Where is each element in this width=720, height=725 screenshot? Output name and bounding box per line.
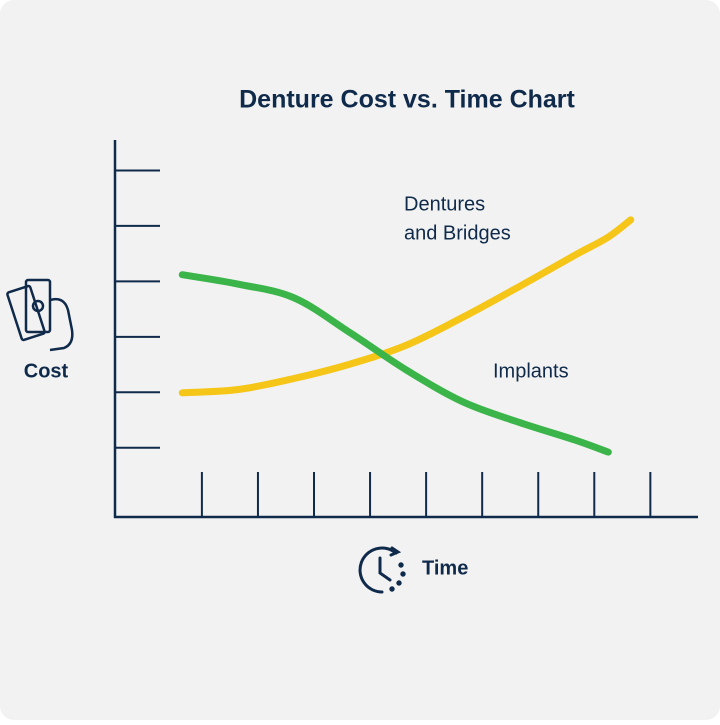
cost-icon [6, 278, 74, 352]
x-axis-label: Time [422, 557, 468, 579]
line-series [178, 271, 612, 456]
y-axis-label: Cost [24, 360, 69, 382]
annotation: Implants [493, 360, 569, 382]
time-icon [358, 546, 406, 594]
annotation: Dentures [404, 193, 485, 215]
line-series [178, 216, 635, 397]
chart-title: Denture Cost vs. Time Chart [239, 86, 575, 114]
annotation: and Bridges [404, 222, 511, 244]
